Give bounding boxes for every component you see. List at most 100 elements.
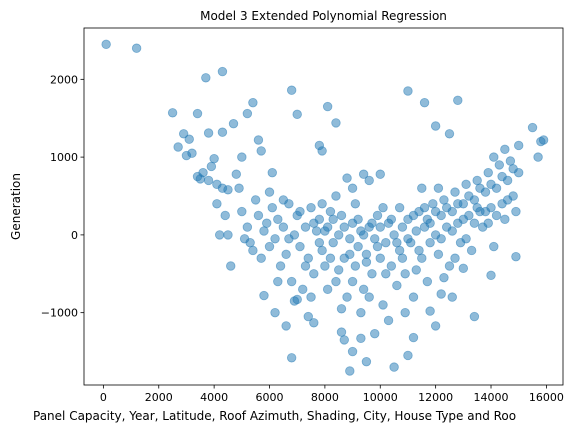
scatter-point <box>242 222 253 232</box>
scatter-point <box>320 226 330 236</box>
scatter-point <box>500 214 510 225</box>
x-tick-label: 8000 <box>311 391 339 404</box>
scatter-point <box>278 222 289 232</box>
scatter-point <box>306 202 316 213</box>
y-tick-label: 2000 <box>50 73 78 86</box>
scatter-point <box>381 269 391 279</box>
scatter-point <box>436 234 446 244</box>
scatter-point <box>444 129 455 139</box>
scatter-point <box>411 265 421 275</box>
scatter-point <box>239 234 250 244</box>
x-tick-label: 6000 <box>256 391 284 404</box>
scatter-point <box>513 140 524 151</box>
scatter-point <box>358 169 369 179</box>
scatter-point <box>450 253 460 263</box>
scatter-point <box>422 214 433 225</box>
scatter-point <box>375 222 385 232</box>
scatter-point <box>425 306 435 316</box>
x-tick-label: 12000 <box>418 391 453 404</box>
scatter-point <box>353 241 363 252</box>
scatter-point <box>311 226 322 236</box>
scatter-point <box>472 175 482 186</box>
scatter-point <box>367 218 377 228</box>
scatter-point <box>203 128 214 138</box>
scatter-point <box>248 245 258 256</box>
scatter-point <box>101 39 111 50</box>
scatter-point <box>298 284 308 295</box>
scatter-point <box>439 195 449 205</box>
scatter-point <box>419 202 430 213</box>
scatter-point <box>273 214 283 225</box>
scatter-point <box>192 108 203 119</box>
scatter-point <box>350 199 361 209</box>
scatter-point <box>250 195 261 205</box>
scatter-point <box>226 261 236 271</box>
x-tick-label: 2000 <box>145 391 173 404</box>
scatter-point <box>253 210 264 221</box>
scatter-point <box>242 108 253 119</box>
scatter-point <box>331 118 341 128</box>
scatter-point <box>184 134 194 144</box>
scatter-point <box>309 318 319 328</box>
scatter-point <box>419 97 430 108</box>
scatter-point <box>198 167 208 178</box>
scatter-point <box>248 97 258 108</box>
scatter-point <box>453 199 463 209</box>
scatter-point <box>394 202 405 213</box>
scatter-point <box>358 284 369 295</box>
scatter-point <box>367 269 377 279</box>
scatter-point <box>428 199 438 209</box>
scatter-point <box>336 210 347 221</box>
scatter-point <box>259 290 269 301</box>
scatter-point <box>320 261 330 271</box>
scatter-point <box>325 206 336 217</box>
scatter-point <box>264 187 275 197</box>
scatter-point <box>345 366 355 376</box>
scatter-point <box>314 237 325 248</box>
scatter-point <box>289 296 300 306</box>
scatter-point <box>364 292 374 302</box>
scatter-point <box>372 210 383 221</box>
scatter-point <box>430 206 441 217</box>
scatter-point <box>264 241 275 252</box>
scatter-point <box>400 269 410 279</box>
scatter-point <box>334 230 344 240</box>
scatter-point <box>203 175 214 186</box>
scatter-point <box>483 218 493 228</box>
scatter-point <box>489 241 499 252</box>
y-tick-label: 1000 <box>50 151 78 164</box>
scatter-point <box>317 199 327 209</box>
scatter-point <box>223 185 233 195</box>
scatter-point <box>356 333 366 344</box>
scatter-point <box>347 183 358 193</box>
scatter-point <box>223 230 233 240</box>
scatter-point <box>273 276 283 287</box>
scatter-point <box>403 350 413 361</box>
scatter-point <box>389 362 399 372</box>
scatter-point <box>397 222 408 232</box>
scatter-point <box>450 187 460 197</box>
scatter-point <box>511 251 521 262</box>
scatter-point <box>214 230 225 240</box>
scatter-point <box>336 327 347 337</box>
axes-frame <box>83 27 564 386</box>
scatter-point <box>350 261 361 271</box>
scatter-point <box>303 311 313 322</box>
scatter-point <box>370 328 380 339</box>
scatter-point <box>375 169 385 179</box>
scatter-point <box>475 183 485 193</box>
scatter-point <box>466 245 477 256</box>
scatter-point <box>400 307 410 318</box>
scatter-point <box>508 164 518 174</box>
x-tick-label: 0 <box>100 391 107 404</box>
scatter-point <box>497 171 507 182</box>
scatter-point <box>433 183 444 193</box>
x-axis-label: Panel Capacity, Year, Latitude, Roof Azi… <box>33 409 516 423</box>
scatter-point <box>408 210 419 221</box>
scatter-point <box>206 161 217 172</box>
scatter-point <box>339 335 349 345</box>
scatter-point <box>331 276 341 287</box>
scatter-point <box>364 175 374 186</box>
scatter-point <box>356 307 366 318</box>
scatter-point <box>286 276 297 287</box>
